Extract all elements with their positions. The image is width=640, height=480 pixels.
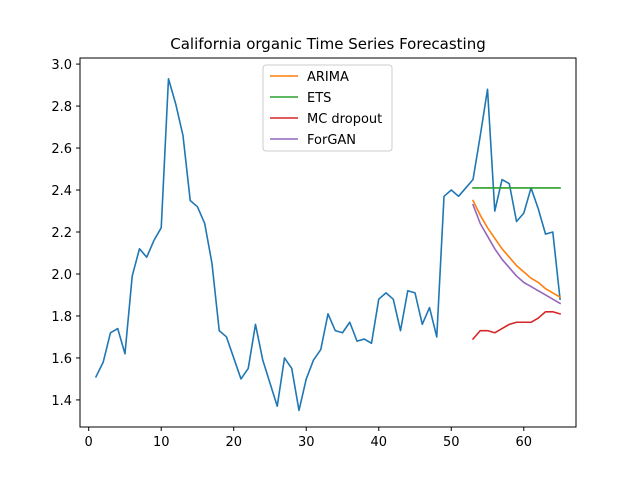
series-line-forgan bbox=[471, 203, 562, 305]
y-tick-label: 2.4 bbox=[51, 184, 72, 199]
x-tick-label: 50 bbox=[443, 435, 460, 450]
y-tick-label: 2.8 bbox=[51, 100, 72, 115]
y-axis: 1.4 1.6 1.8 2.0 2.2 2.4 2.6 2.8 3.0 bbox=[51, 58, 80, 409]
plot-area bbox=[94, 77, 562, 412]
x-tick-label: 30 bbox=[298, 435, 315, 450]
y-tick-label: 3.0 bbox=[51, 58, 72, 73]
legend-label: ForGAN bbox=[307, 133, 356, 148]
axes-frame bbox=[79, 57, 577, 428]
y-tick-label: 1.4 bbox=[51, 394, 72, 409]
y-tick-label: 2.2 bbox=[51, 226, 72, 241]
legend: ARIMA ETS MC dropout ForGAN bbox=[262, 64, 393, 152]
series-line-mc-dropout bbox=[471, 310, 562, 341]
x-tick-label: 10 bbox=[153, 435, 170, 450]
legend-box bbox=[262, 64, 393, 152]
x-tick-label: 20 bbox=[225, 435, 242, 450]
x-axis: 0 10 20 30 40 50 60 bbox=[85, 427, 533, 450]
x-tick-label: 60 bbox=[516, 435, 533, 450]
y-tick-label: 2.0 bbox=[51, 268, 72, 283]
x-tick-label: 0 bbox=[85, 435, 93, 450]
y-tick-label: 2.6 bbox=[51, 142, 72, 157]
y-tick-label: 1.8 bbox=[51, 310, 72, 325]
x-tick-label: 40 bbox=[370, 435, 387, 450]
series-line-actual bbox=[94, 77, 561, 412]
legend-label: ARIMA bbox=[307, 70, 349, 85]
legend-label: ETS bbox=[307, 91, 331, 106]
chart-title: California organic Time Series Forecasti… bbox=[170, 35, 486, 53]
legend-label: MC dropout bbox=[307, 112, 382, 127]
y-tick-label: 1.6 bbox=[51, 352, 72, 367]
series-line-arima bbox=[471, 199, 562, 299]
